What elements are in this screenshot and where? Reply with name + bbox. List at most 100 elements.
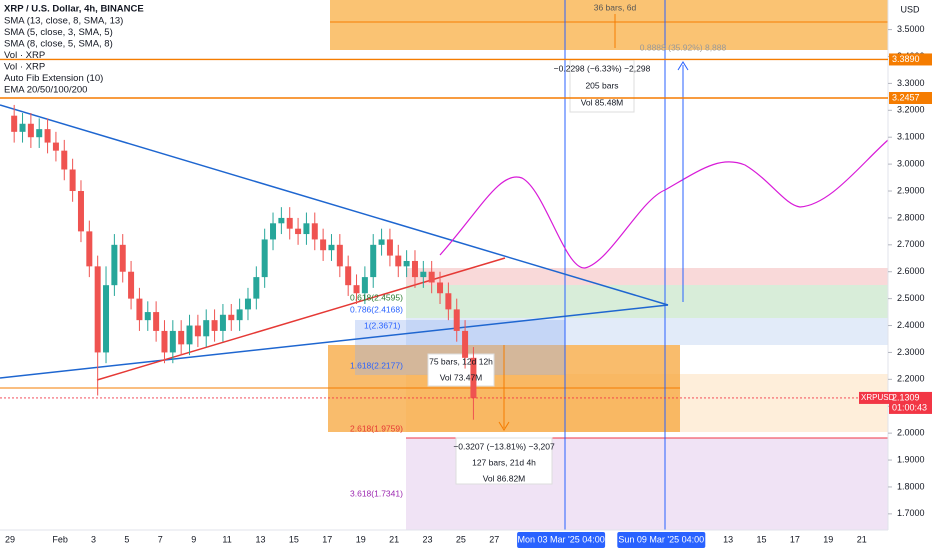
annotation: 127 bars, 21d 4h <box>472 457 536 467</box>
x-tick-label: 7 <box>158 534 163 544</box>
x-tick-highlight <box>517 532 606 548</box>
candle-body <box>428 271 435 283</box>
x-tick-label: 11 <box>222 534 231 544</box>
symbol-title: XRP / U.S. Dollar, 4h, BINANCE <box>4 4 144 15</box>
candle-body <box>336 244 343 267</box>
x-tick-label: 27 <box>489 534 499 544</box>
candle-body <box>27 123 34 138</box>
candle-body <box>169 330 176 353</box>
candle-body <box>278 217 285 224</box>
arrow-head <box>498 421 510 431</box>
candle-body <box>178 330 185 345</box>
indicator-label: EMA 20/50/100/200 <box>4 85 87 96</box>
x-tick-label: Mon 03 Mar '25 04:00 <box>517 534 604 544</box>
candle-body <box>86 231 93 267</box>
annotation: 75 bars, 12d 12h <box>429 356 493 366</box>
annotation: 36 bars, 6d <box>594 2 637 12</box>
candle-body <box>236 309 243 321</box>
candle-body <box>11 115 18 132</box>
candle-body <box>103 285 110 353</box>
candle-body <box>244 298 251 310</box>
y-tick-label: 3.2000 <box>897 105 925 115</box>
annotation: 2.618(1.9759) <box>350 423 403 433</box>
x-tick-label: 13 <box>723 534 733 544</box>
annotation: Vol 73.47M <box>440 372 483 382</box>
projection <box>439 139 889 269</box>
candle-body <box>211 320 218 331</box>
symbol-tag-label: XRPUSD <box>861 393 895 402</box>
y-tick-label: 3.5000 <box>897 24 925 34</box>
price-tag <box>889 391 932 414</box>
candle-body <box>395 255 402 267</box>
candle-body <box>77 191 84 232</box>
x-tick-label: 21 <box>389 534 399 544</box>
price-tag-label: 2.1309 <box>892 392 920 402</box>
candle-body <box>253 277 260 299</box>
annotation: Vol 85.48M <box>581 97 624 107</box>
x-tick-label: 19 <box>356 534 366 544</box>
y-tick-label: 2.4000 <box>897 320 925 330</box>
x-tick-highlight <box>617 532 706 548</box>
indicator-label: Vol · XRP <box>4 50 45 61</box>
y-tick-label: 2.3000 <box>897 347 925 357</box>
candle-body <box>128 271 135 299</box>
price-tag <box>889 92 932 105</box>
candle-body <box>219 314 226 331</box>
x-tick-label: 25 <box>456 534 466 544</box>
candle-body <box>270 223 277 240</box>
y-tick-label: 2.5000 <box>897 293 925 303</box>
annotation: 0.8888 (35.92%) 8,888 <box>640 42 727 52</box>
candle-body <box>228 314 235 321</box>
candle-body <box>437 282 444 294</box>
symbol-tag <box>859 391 889 404</box>
candle-body <box>453 309 460 331</box>
arrow-head <box>677 61 689 71</box>
y-tick-label: 1.8000 <box>897 481 925 491</box>
candle-body <box>345 266 352 286</box>
x-tick-label: 21 <box>857 534 867 544</box>
price-axis <box>888 0 932 550</box>
x-tick-label: Sun 09 Mar '25 04:00 <box>618 534 704 544</box>
x-tick-label: 13 <box>255 534 265 544</box>
x-tick-label: 3 <box>91 534 96 544</box>
y-tick-label: 2.6000 <box>897 266 925 276</box>
y-tick-label: 2.2000 <box>897 374 925 384</box>
annotation: 1(2.3671) <box>364 320 401 330</box>
y-tick-label: 2.8000 <box>897 212 925 222</box>
candle-body <box>462 330 469 358</box>
price-tag-label: 3.2457 <box>892 92 920 102</box>
candle-body <box>420 271 427 278</box>
candle-body <box>303 223 310 235</box>
candle-body <box>19 123 26 132</box>
candle-body <box>370 244 377 278</box>
indicator-label: SMA (5, close, 3, SMA, 5) <box>4 27 113 38</box>
trend-line <box>0 104 669 306</box>
target-zone <box>330 0 888 50</box>
candle-body <box>61 150 68 170</box>
candle-body <box>445 293 452 310</box>
annotation: −0.3207 (−13.81%) −3,207 <box>453 441 555 451</box>
candle-body <box>311 223 318 240</box>
candle-body <box>470 357 477 399</box>
trend-line <box>96 257 506 381</box>
candle-body <box>378 239 385 245</box>
annotation: 3.618(1.7341) <box>350 488 403 498</box>
trend-line <box>0 304 669 379</box>
label-box <box>455 437 553 485</box>
candle-body <box>144 312 151 321</box>
candle-body <box>411 260 418 278</box>
annotation: Vol 86.82M <box>483 473 526 483</box>
y-tick-label: 1.9000 <box>897 454 925 464</box>
candle-body <box>353 285 360 294</box>
y-tick-label: 2.7000 <box>897 239 925 249</box>
candle-body <box>386 239 393 256</box>
candle-body <box>69 169 76 192</box>
y-tick-label: 3.1000 <box>897 132 925 142</box>
indicator-label: SMA (13, close, 8, SMA, 13) <box>4 16 123 27</box>
candle-body <box>194 325 201 337</box>
y-tick-label: 2.9000 <box>897 185 925 195</box>
annotation: −0.2298 (−6.33%) −2,298 <box>554 63 651 73</box>
candle-body <box>111 244 118 286</box>
candle-body <box>328 244 335 251</box>
